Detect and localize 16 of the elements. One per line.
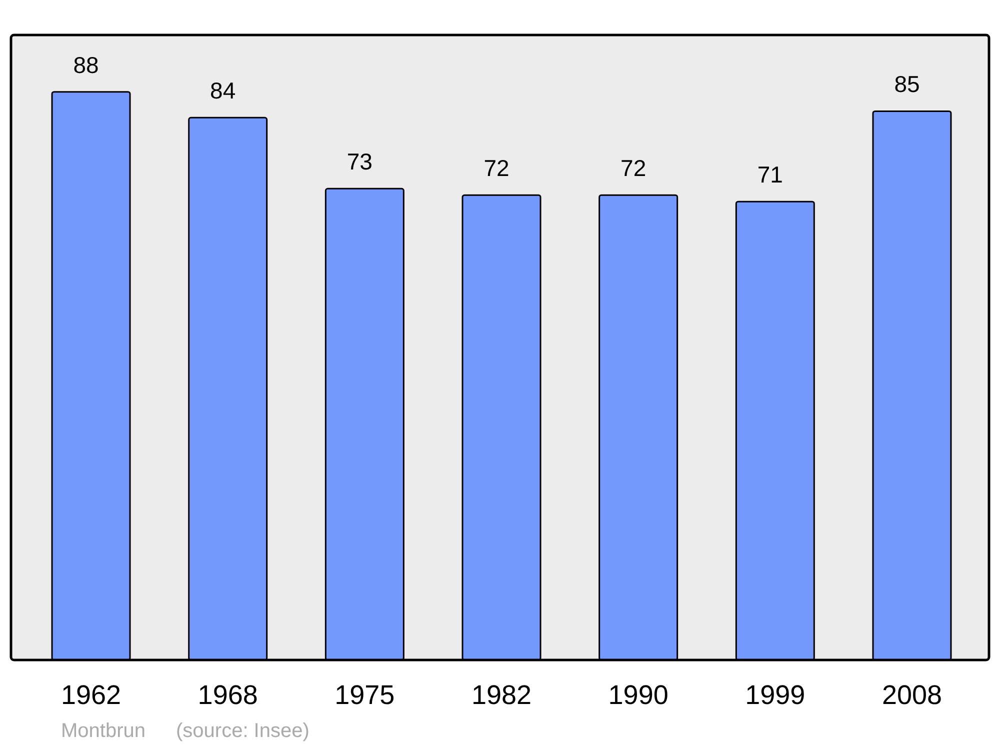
- x-tick-label: 1999: [745, 680, 806, 710]
- x-tick-label: 2008: [882, 680, 942, 710]
- x-tick-label: 1962: [60, 680, 122, 710]
- data-label: 71: [757, 162, 783, 188]
- x-tick-label: 1982: [471, 680, 532, 710]
- x-tick-label: 1975: [334, 680, 395, 710]
- x-tick-label: 1968: [198, 680, 258, 710]
- data-label: 72: [484, 155, 510, 182]
- x-tick-label: 1990: [608, 680, 668, 710]
- data-label: 84: [210, 78, 236, 104]
- data-label: 88: [73, 52, 99, 78]
- text: Montbrun: [61, 720, 146, 742]
- data-label: 85: [894, 71, 920, 98]
- text: (source: Insee): [176, 720, 310, 742]
- data-label: 72: [620, 155, 646, 182]
- data-label: 73: [346, 148, 372, 175]
